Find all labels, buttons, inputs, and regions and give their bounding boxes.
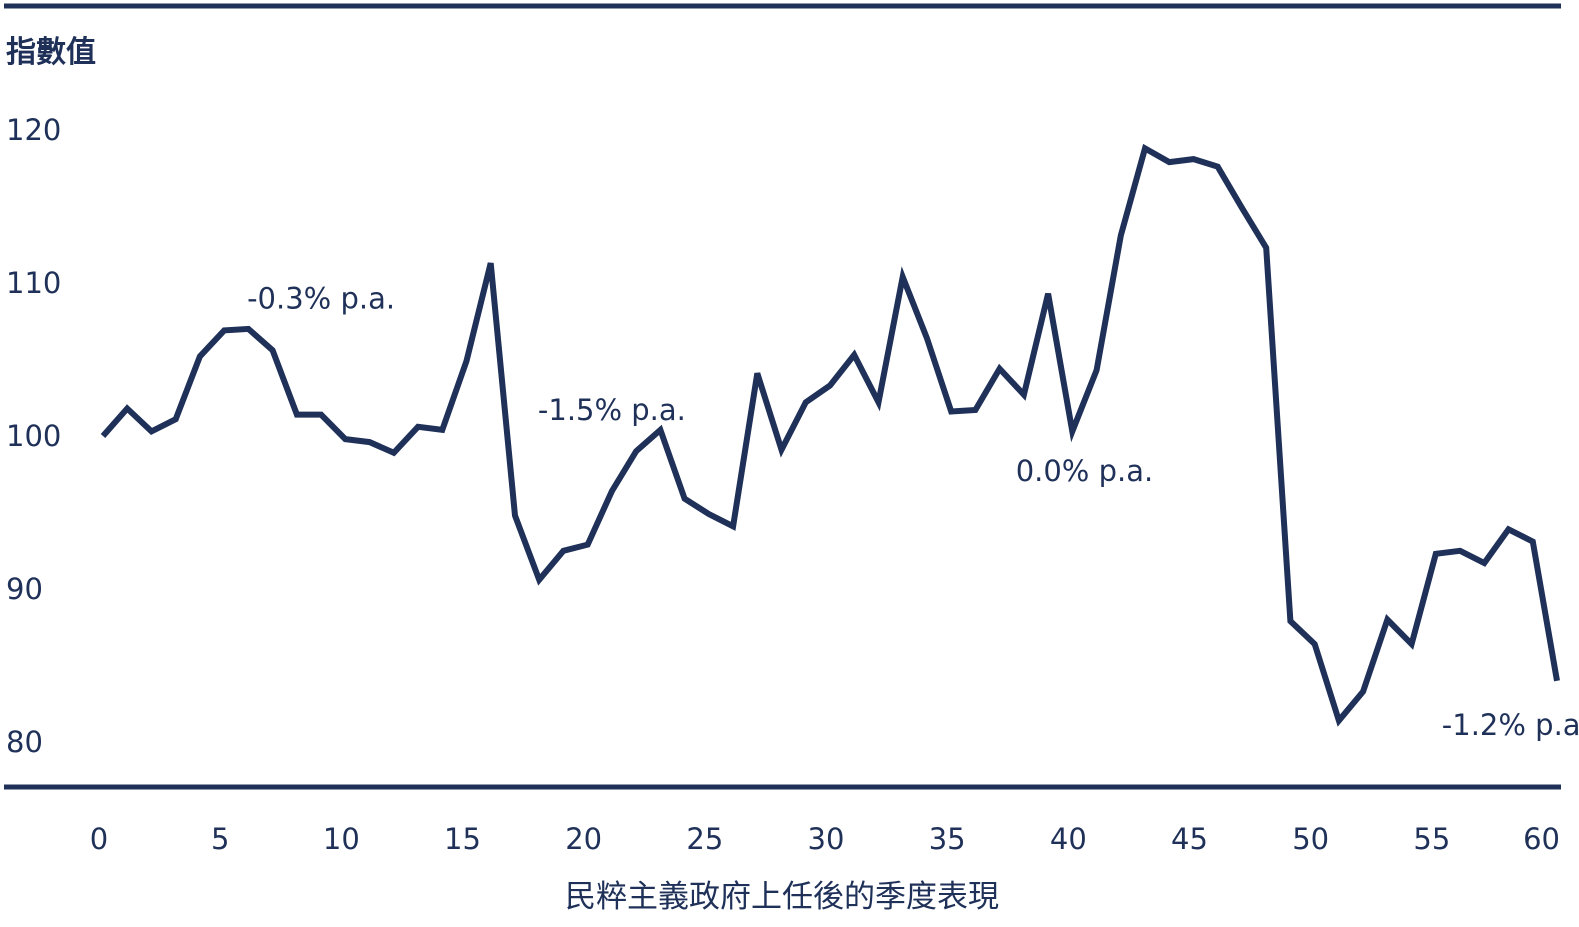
annotation-label: -1.2% p.a. <box>1442 708 1579 742</box>
x-tick-label: 35 <box>929 822 966 856</box>
annotation-label: -0.3% p.a. <box>247 281 395 315</box>
y-tick-label: 110 <box>6 266 61 300</box>
y-tick-label: 90 <box>6 572 43 606</box>
x-tick-label: 25 <box>686 822 723 856</box>
x-tick-label: 20 <box>565 822 602 856</box>
x-tick-label: 5 <box>211 822 229 856</box>
x-tick-label: 50 <box>1292 822 1329 856</box>
x-tick-label: 40 <box>1050 822 1087 856</box>
y-axis-title: 指數值 <box>6 35 96 70</box>
y-tick-label: 80 <box>6 725 43 759</box>
series-line <box>100 143 1560 727</box>
x-tick-label: 10 <box>323 822 360 856</box>
x-tick-label: 0 <box>90 822 108 856</box>
y-tick-label: 100 <box>6 419 61 453</box>
y-tick-label: 120 <box>6 113 61 147</box>
x-tick-labels: 0 5 10 15 20 25 30 35 40 45 50 55 60 <box>90 822 1560 856</box>
y-tick-labels: 80 90 100 110 120 <box>6 113 61 759</box>
x-tick-label: 55 <box>1413 822 1450 856</box>
annotations: -0.3% p.a. -1.5% p.a. 0.0% p.a. -1.2% p.a. <box>247 281 1579 742</box>
x-tick-label: 30 <box>808 822 845 856</box>
x-tick-label: 60 <box>1523 822 1560 856</box>
annotation-label: -1.5% p.a. <box>538 393 686 427</box>
plot-area <box>100 143 1560 727</box>
annotation-label: 0.0% p.a. <box>1016 454 1154 488</box>
x-tick-label: 45 <box>1171 822 1208 856</box>
x-tick-label: 15 <box>444 822 481 856</box>
x-axis-title: 民粹主義政府上任後的季度表現 <box>565 879 999 915</box>
